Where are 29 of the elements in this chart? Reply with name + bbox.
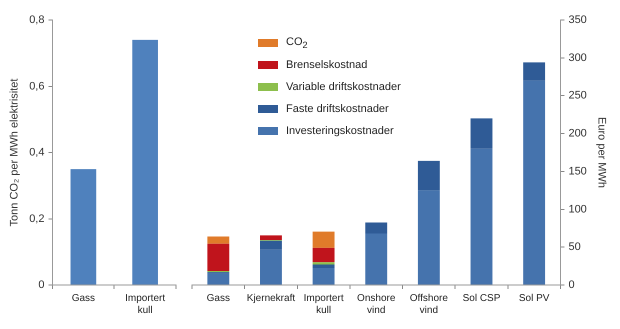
y-tick-label: 0,8 xyxy=(29,14,44,26)
legend-label: Brenselskostnad xyxy=(286,59,368,71)
y2-tick-label: 0 xyxy=(568,279,575,292)
x-tick-label: Gass xyxy=(72,292,96,304)
legend-label: Faste driftskostnader xyxy=(286,103,389,115)
legend-label: CO$_{2}$ xyxy=(286,36,308,50)
y2-tick-label: 350 xyxy=(568,14,587,26)
x-tick-label: Gass xyxy=(206,292,230,304)
legend-label: Variable driftskostnader xyxy=(286,81,401,93)
x-tick-label: Sol PV xyxy=(518,292,550,304)
x-tick-label: Importert kull xyxy=(125,292,166,316)
y2-tick-label: 250 xyxy=(568,90,587,102)
x-tick-label: Kjernekraft xyxy=(246,292,296,304)
y-tick-label: 0,6 xyxy=(29,80,44,92)
x-tick-label: Onshore vind xyxy=(357,292,396,316)
x-tick-label: Offshore vind xyxy=(410,292,448,316)
legend-label: Investeringskostnader xyxy=(286,125,394,137)
y-tick-label: 0,2 xyxy=(29,212,44,225)
x-tick-label: Importert kull xyxy=(304,292,344,316)
y-tick-label: 0,4 xyxy=(29,146,44,159)
y-axis-title: Tonn CO₂ per MWh elektrisitet xyxy=(8,78,21,226)
y2-tick-label: 300 xyxy=(568,52,587,64)
y2-tick-label: 150 xyxy=(568,165,587,178)
x-tick-label: Sol CSP xyxy=(462,292,501,304)
y2-tick-label: 50 xyxy=(568,241,581,254)
y-tick-label: 0 xyxy=(38,279,44,292)
y2-tick-label: 200 xyxy=(568,128,587,140)
y2-tick-label: 100 xyxy=(568,203,587,216)
y2-axis-title: Euro per MWh xyxy=(595,117,608,188)
